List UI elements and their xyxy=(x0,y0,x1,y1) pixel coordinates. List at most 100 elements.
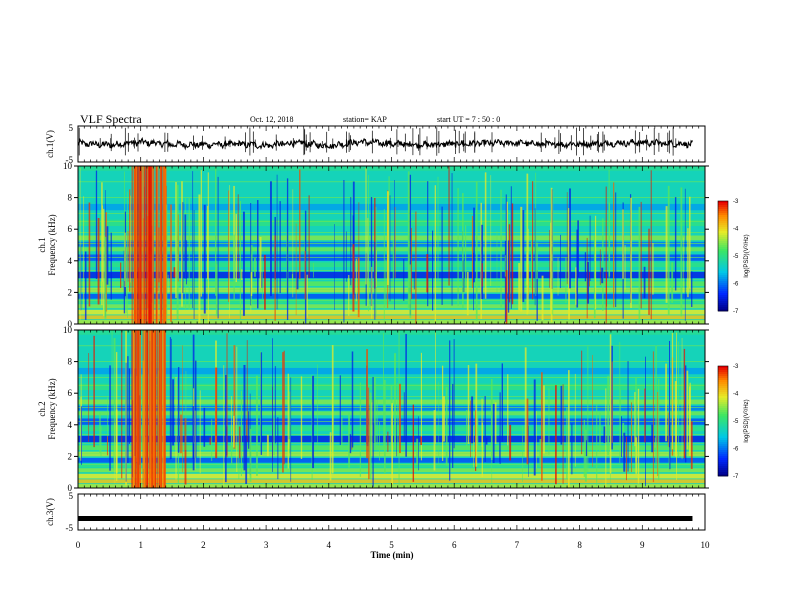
spectrogram-streak xyxy=(585,440,588,457)
spectrogram-burst xyxy=(149,330,152,488)
spectrogram-streak xyxy=(630,197,632,308)
colorbar-cell xyxy=(718,432,728,435)
spectrogram-streak xyxy=(272,338,273,472)
spectrogram-streak xyxy=(292,189,294,298)
spectrogram-streak xyxy=(640,201,642,309)
colorbar-cell xyxy=(718,442,728,445)
spectrogram-streak xyxy=(536,270,538,321)
spectrogram-streak xyxy=(99,412,101,453)
spectrogram-streak xyxy=(481,422,483,477)
spectrogram-streak xyxy=(411,227,412,300)
spectrogram-streak xyxy=(622,422,625,453)
colorbar-cell xyxy=(718,241,728,244)
spectrogram-streak xyxy=(287,373,289,469)
colorbar-cell xyxy=(718,253,728,256)
spectrogram-streak xyxy=(418,416,420,471)
spectrogram-streak xyxy=(365,168,367,285)
colorbar-cell xyxy=(718,394,728,397)
colorbar-cell xyxy=(718,392,728,395)
xtick-label: 1 xyxy=(138,540,143,550)
spectrogram-streak xyxy=(355,258,357,302)
spectrogram-streak xyxy=(375,206,377,318)
spectrogram-streak xyxy=(605,186,607,324)
spectrogram-streak xyxy=(650,170,652,320)
spectrogram-streak xyxy=(379,421,380,461)
spectrogram-burst xyxy=(152,166,154,324)
spectrogram-streak xyxy=(691,271,693,308)
spectrogram-streak xyxy=(688,386,691,456)
colorbar-frame xyxy=(717,200,729,312)
spectrogram-streak xyxy=(383,209,385,322)
spectrogram-streak xyxy=(175,377,177,480)
spectrogram-streak xyxy=(81,406,82,465)
spectrogram-burst xyxy=(156,166,158,324)
spectrogram-streak xyxy=(349,434,352,454)
spectrogram-streak xyxy=(602,218,604,311)
ch1-spectrogram-yticks: 0 2 4 6 8 10 xyxy=(63,161,709,329)
spectrogram-streak xyxy=(543,385,545,454)
spectrogram-streak xyxy=(504,255,506,277)
spectrogram-streak xyxy=(520,206,523,312)
spectrogram-streak xyxy=(374,241,376,320)
spectrogram-streak xyxy=(286,178,289,320)
spectrogram-streak xyxy=(101,182,103,306)
ytick-label: 4 xyxy=(68,256,73,266)
ch1-spectrogram-ylabel: Frequency (kHz) xyxy=(47,214,57,275)
spectrogram-streak xyxy=(434,185,436,322)
spectrogram-streak xyxy=(203,407,206,447)
spectrogram-burst xyxy=(133,330,135,488)
colorbar-cell xyxy=(718,440,728,443)
spectrogram-streak xyxy=(481,224,484,300)
spectrogram-streak xyxy=(684,365,687,463)
colorbar-cell xyxy=(718,305,728,308)
spectrogram-streak xyxy=(185,370,187,450)
colorbar-cell xyxy=(718,468,728,471)
spectrogram-streak xyxy=(389,195,391,302)
spectrogram-streak xyxy=(528,425,529,477)
spectrogram-burst xyxy=(131,166,133,324)
spectrogram-streak xyxy=(84,251,87,320)
spectrogram-streak xyxy=(296,273,299,290)
spectrogram-streak xyxy=(481,263,483,287)
spectrogram-streak xyxy=(141,375,143,446)
spectrogram-streak xyxy=(80,245,82,311)
spectrogram-streak xyxy=(586,237,588,319)
spectrogram-streak xyxy=(368,387,370,480)
spectrogram-burst xyxy=(154,330,156,488)
spectrogram-streak xyxy=(568,208,570,320)
spectrogram-streak xyxy=(109,365,111,471)
spectrogram-streak xyxy=(507,240,510,313)
spectrogram-streak xyxy=(373,376,376,446)
spectrogram-streak xyxy=(120,262,122,288)
colorbar-cell xyxy=(718,227,728,230)
spectrogram-streak xyxy=(256,200,259,309)
colorbar-cell xyxy=(718,235,728,238)
spectrogram-streak xyxy=(250,245,253,280)
spectrogram-streak xyxy=(407,171,410,309)
spectrogram-streak xyxy=(599,249,601,285)
spectrogram-streak xyxy=(575,267,577,305)
spectrogram-streak xyxy=(169,337,171,460)
colorbar-cell xyxy=(718,452,728,455)
spectrogram-streak xyxy=(103,208,105,317)
spectrogram-streak xyxy=(255,375,258,476)
colorbar-cell xyxy=(718,380,728,383)
colorbar-cell xyxy=(718,239,728,242)
spectrogram-burst xyxy=(149,330,151,488)
colorbar-frame xyxy=(717,365,729,477)
spectrogram-streak xyxy=(142,218,144,324)
spectrogram-burst xyxy=(145,330,147,488)
ch2-spectrogram-ylabel: Frequency (kHz) xyxy=(47,378,57,439)
spectrogram-streak xyxy=(358,202,360,313)
spectrogram-burst xyxy=(134,330,137,488)
spectrogram-streak xyxy=(200,170,202,297)
spectrogram-streak xyxy=(245,435,248,484)
spectrogram-streak xyxy=(394,206,396,279)
spectrogram-streak xyxy=(505,270,508,324)
start-time-label: start UT = 7 : 50 : 0 xyxy=(437,115,500,124)
spectrogram-streak xyxy=(669,340,671,448)
spectrogram-streak xyxy=(290,377,292,482)
spectrogram-streak xyxy=(427,181,429,307)
ytick-label: 2 xyxy=(68,451,73,461)
spectrogram-burst xyxy=(135,330,138,488)
